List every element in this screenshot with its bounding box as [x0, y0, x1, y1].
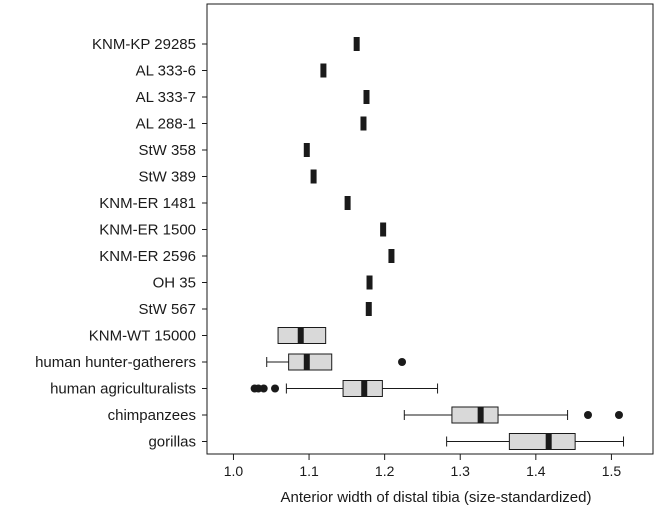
median-marker: [297, 327, 304, 344]
specimen-marker: [380, 222, 387, 237]
category-label: KNM-ER 1500: [99, 222, 196, 239]
category-labels: KNM-KP 29285 AL 333-6 AL 333-7 AL 288-1 StW …: [35, 36, 207, 451]
category-label: StW 389: [138, 169, 196, 186]
category-label: StW 358: [138, 142, 196, 159]
outlier-point: [259, 384, 268, 393]
box: [451, 406, 499, 424]
category-label: chimpanzees: [108, 407, 196, 424]
box: [288, 353, 333, 371]
specimen-marker: [320, 63, 327, 78]
outlier-point: [271, 384, 280, 393]
category-label: AL 333-7: [136, 89, 196, 106]
specimen-marker: [310, 169, 317, 184]
median-marker: [361, 380, 368, 397]
category-label: KNM-KP 29285: [92, 36, 196, 53]
category-label: human agriculturalists: [50, 381, 196, 398]
outlier-point: [583, 411, 592, 419]
specimen-marker: [344, 196, 351, 210]
x-axis-title: Anterior width of distal tibia (size-sta…: [281, 489, 592, 506]
specimen-marker: [303, 143, 310, 157]
category-label: human hunter-gatherers: [35, 354, 196, 371]
outlier-point: [614, 411, 623, 419]
x-tick-label: 1.1: [299, 463, 319, 479]
category-label: StW 567: [138, 301, 196, 318]
x-tick-label: 1.0: [224, 463, 244, 479]
median-marker: [477, 407, 484, 423]
chart-marks: [250, 37, 625, 450]
category-label: AL 288-1: [136, 116, 196, 133]
category-label: gorillas: [148, 434, 196, 451]
median-marker: [545, 433, 552, 450]
median-marker: [303, 354, 310, 370]
x-tick-label: 1.5: [602, 463, 622, 479]
outlier-point: [398, 358, 407, 366]
category-label: KNM-ER 1481: [99, 195, 196, 212]
box: [508, 433, 576, 450]
specimen-marker: [363, 90, 370, 104]
x-tick-label: 1.2: [375, 463, 395, 479]
category-label: OH 35: [153, 275, 196, 292]
x-tick-label: 1.3: [451, 463, 471, 479]
category-label: KNM-ER 2596: [99, 248, 196, 265]
x-axis: 1.0 1.1 1.2 1.3 1.4 1.5: [224, 454, 622, 479]
category-label: KNM-WT 15000: [89, 328, 196, 345]
specimen-marker: [365, 302, 372, 316]
specimen-marker: [366, 275, 373, 290]
x-tick-label: 1.4: [526, 463, 546, 479]
specimen-marker: [388, 249, 395, 263]
category-label: AL 333-6: [136, 63, 196, 80]
specimen-marker: [360, 116, 367, 131]
specimen-marker: [353, 37, 360, 51]
